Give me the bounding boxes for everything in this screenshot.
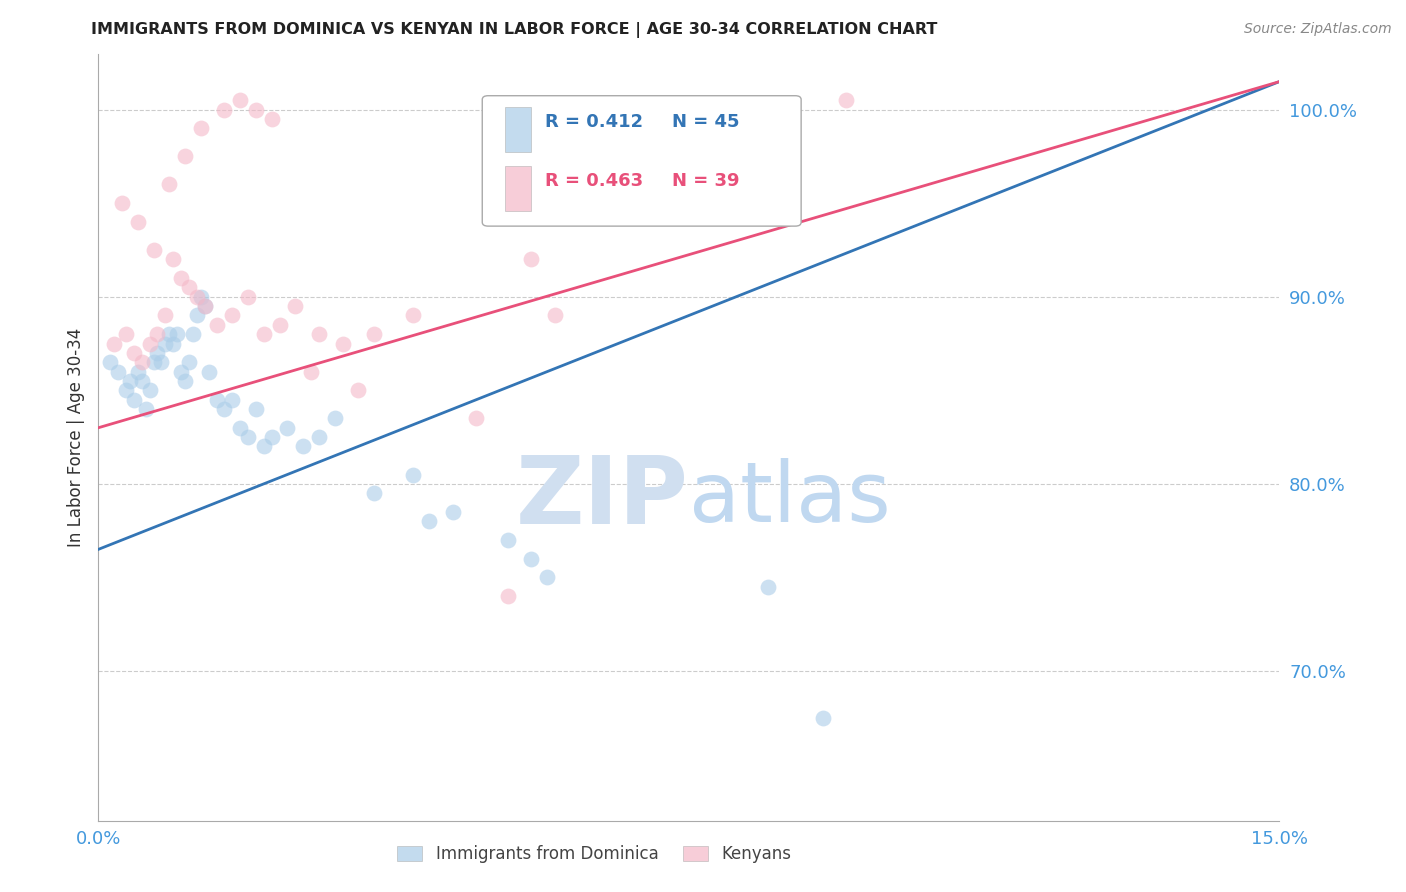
Point	[332, 336, 354, 351]
Point	[299, 365, 322, 379]
Point	[186, 309, 208, 323]
Point	[127, 365, 149, 379]
Text: R = 0.463: R = 0.463	[546, 171, 643, 190]
Point	[276, 421, 298, 435]
Point	[155, 309, 177, 323]
Point	[170, 271, 193, 285]
Point	[229, 93, 252, 107]
Text: Source: ZipAtlas.com: Source: ZipAtlas.com	[1244, 22, 1392, 37]
Legend: Immigrants from Dominica, Kenyans: Immigrants from Dominica, Kenyans	[391, 838, 799, 870]
Point	[131, 355, 153, 369]
Point	[190, 290, 212, 304]
Point	[177, 355, 200, 369]
Point	[269, 318, 291, 332]
Point	[115, 327, 138, 342]
Point	[205, 318, 228, 332]
Point	[835, 93, 858, 107]
Point	[115, 384, 138, 398]
Point	[245, 103, 267, 117]
Point	[292, 439, 315, 453]
Point	[166, 327, 188, 342]
Point	[190, 121, 212, 136]
Point	[170, 365, 193, 379]
Bar	[505, 107, 530, 152]
Point	[157, 178, 180, 192]
Point	[245, 402, 267, 417]
Point	[174, 149, 197, 163]
Point	[155, 336, 177, 351]
Text: R = 0.412: R = 0.412	[546, 112, 643, 131]
Point	[197, 365, 219, 379]
Point	[221, 309, 243, 323]
Point	[402, 467, 425, 482]
Point	[363, 327, 385, 342]
Point	[520, 252, 543, 267]
Point	[181, 327, 204, 342]
Point	[194, 299, 217, 313]
Point	[214, 402, 236, 417]
Point	[205, 392, 228, 407]
Point	[308, 430, 330, 444]
Point	[131, 374, 153, 388]
Point	[253, 439, 276, 453]
Point	[544, 309, 567, 323]
Point	[138, 336, 160, 351]
Point	[260, 430, 283, 444]
Point	[465, 411, 488, 425]
Point	[229, 421, 252, 435]
Point	[150, 355, 173, 369]
Point	[236, 290, 259, 304]
Point	[135, 402, 157, 417]
Point	[284, 299, 307, 313]
Point	[496, 589, 519, 603]
Point	[146, 327, 169, 342]
Point	[177, 280, 200, 294]
Point	[162, 252, 184, 267]
Point	[127, 215, 149, 229]
Point	[253, 327, 276, 342]
Point	[260, 112, 283, 126]
Text: IMMIGRANTS FROM DOMINICA VS KENYAN IN LABOR FORCE | AGE 30-34 CORRELATION CHART: IMMIGRANTS FROM DOMINICA VS KENYAN IN LA…	[91, 22, 938, 38]
Point	[756, 580, 779, 594]
Point	[107, 365, 129, 379]
Point	[441, 505, 464, 519]
Point	[194, 299, 217, 313]
Point	[138, 384, 160, 398]
Point	[186, 290, 208, 304]
Point	[98, 355, 121, 369]
Point	[157, 327, 180, 342]
Point	[363, 486, 385, 500]
Point	[122, 346, 145, 360]
Point	[308, 327, 330, 342]
Point	[146, 346, 169, 360]
Point	[122, 392, 145, 407]
Point	[323, 411, 346, 425]
Point	[520, 551, 543, 566]
Text: N = 45: N = 45	[672, 112, 740, 131]
Text: ZIP: ZIP	[516, 452, 689, 544]
Point	[103, 336, 125, 351]
Point	[402, 309, 425, 323]
Text: N = 39: N = 39	[672, 171, 740, 190]
Point	[111, 196, 134, 211]
Point	[236, 430, 259, 444]
Point	[221, 392, 243, 407]
Point	[174, 374, 197, 388]
Point	[536, 570, 558, 584]
Point	[142, 243, 165, 257]
Bar	[505, 166, 530, 211]
Point	[347, 384, 370, 398]
Y-axis label: In Labor Force | Age 30-34: In Labor Force | Age 30-34	[66, 327, 84, 547]
Text: atlas: atlas	[689, 458, 890, 539]
FancyBboxPatch shape	[482, 95, 801, 227]
Point	[118, 374, 141, 388]
Point	[142, 355, 165, 369]
Point	[418, 514, 440, 528]
Point	[162, 336, 184, 351]
Point	[214, 103, 236, 117]
Point	[496, 533, 519, 547]
Point	[811, 711, 834, 725]
